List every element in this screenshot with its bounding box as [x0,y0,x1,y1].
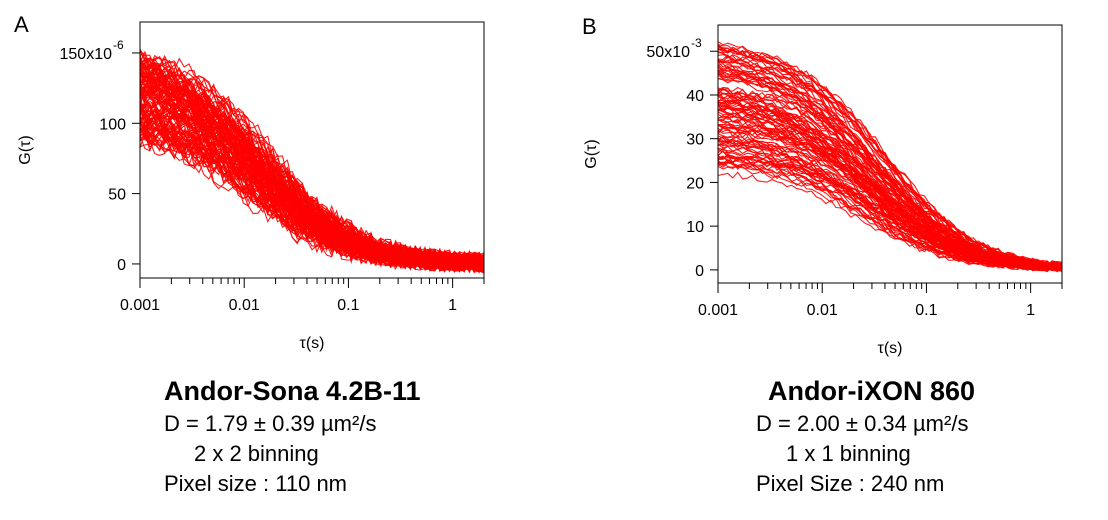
pixel-size-b: Pixel Size : 240 nm [756,471,945,496]
correlation-curve [139,62,485,267]
binning-a: 2 x 2 binning [194,441,319,466]
x-axis-title: τ(s) [300,335,325,352]
y-tick-label: 30 [686,132,704,149]
plot-frame [139,21,485,279]
correlation-curve [139,115,485,271]
x-tick-label: 0.01 [807,302,838,319]
panel-letter-a: A [14,12,29,37]
caption-b: Andor-iXON 860 D = 2.00 ± 0.34 µm²/s 1 x… [756,376,975,497]
y-exponent: -3 [691,36,702,50]
plot-frame [717,24,1063,284]
y-tick-label: 50 [108,187,126,204]
y-tick-label: 20 [686,175,704,192]
correlation-curve [717,88,1063,269]
plot-a: 0 50 100 150x10-6 0.001 0.01 0.1 1 τ(s) G(τ) [17,21,485,352]
y-tick-label: 150x10 [60,46,113,63]
correlation-curve [139,58,485,273]
binning-b: 1 x 1 binning [786,441,911,466]
camera-title-a: Andor-Sona 4.2B-11 [164,376,421,406]
correlation-curve [717,66,1063,269]
correlation-curve [139,80,485,273]
correlation-curve [717,47,1063,269]
y-exponent: -6 [113,38,124,52]
x-tick-label: 0.1 [915,302,937,319]
x-tick-label: 0.01 [229,297,260,314]
pixel-size-a: Pixel size : 110 nm [164,471,348,496]
y-tick-label: 10 [686,219,704,236]
x-tick-label: 1 [448,297,457,314]
correlation-curve [139,67,485,273]
correlation-curve [717,44,1063,268]
x-tick-label: 0.1 [337,297,359,314]
panel-letter-b: B [582,14,597,39]
y-tick-label: 100 [99,116,126,133]
correlation-curve [717,58,1063,266]
y-tick-label: 0 [695,263,704,280]
caption-a: Andor-Sona 4.2B-11 D = 1.79 ± 0.39 µm²/s… [164,376,421,497]
camera-title-b: Andor-iXON 860 [768,376,976,406]
correlation-curve [139,60,485,270]
correlation-curve [139,101,485,272]
diffusion-a: D = 1.79 ± 0.39 µm²/s [164,411,377,436]
x-tick-label: 1 [1026,302,1035,319]
correlation-curve [139,102,485,271]
y-tick-label: 0 [117,257,126,274]
correlation-curve [139,98,485,270]
correlation-curve [717,93,1063,272]
x-tick-label: 0.001 [120,297,160,314]
x-tick-label: 0.001 [698,302,738,319]
correlation-curve [717,103,1063,271]
plot-b: 0 10 20 30 40 50x10-3 0.001 0.01 0.1 1 τ(s) G(τ) [583,24,1063,357]
correlation-curve [139,109,485,273]
correlation-curve [139,60,485,272]
correlation-curve [717,119,1063,272]
y-axis-title: G(τ) [17,135,34,164]
correlation-curve [717,114,1063,269]
y-tick-label: 50x10 [646,44,690,61]
x-axis-title: τ(s) [878,340,903,357]
diffusion-b: D = 2.00 ± 0.34 µm²/s [756,411,969,436]
y-axis-title: G(τ) [583,139,600,168]
y-tick-label: 40 [686,88,704,105]
